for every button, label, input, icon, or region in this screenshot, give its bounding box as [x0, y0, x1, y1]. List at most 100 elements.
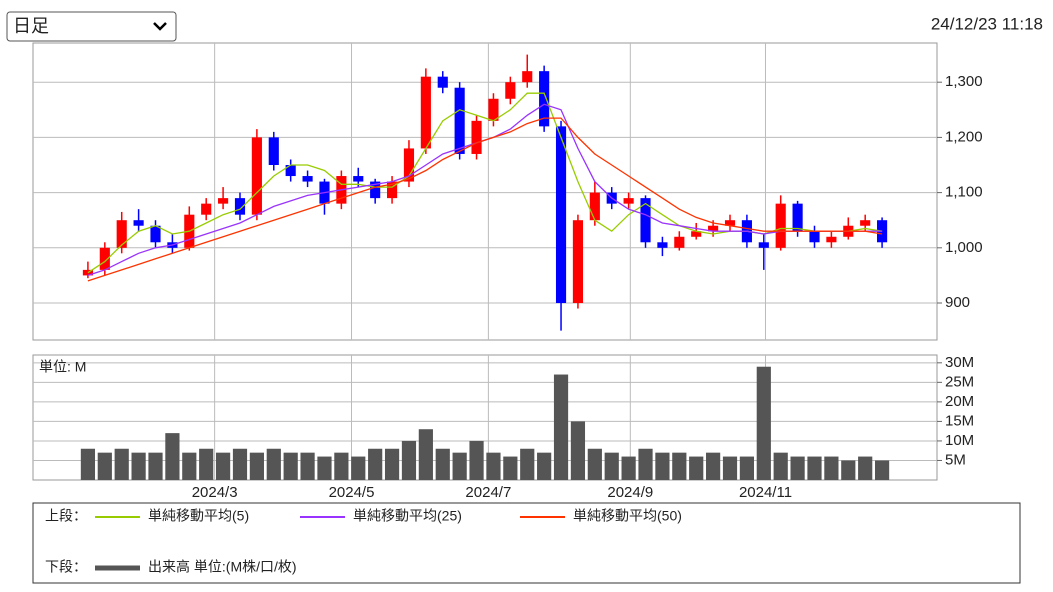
candle-body	[623, 198, 634, 204]
candle-body	[454, 87, 465, 154]
candle-body	[201, 203, 212, 215]
x-tick-label: 2024/9	[607, 484, 653, 501]
y-tick-label: 20M	[945, 393, 974, 410]
candle-body	[268, 137, 279, 166]
y-tick-label: 5M	[945, 451, 966, 468]
candle-body	[657, 242, 668, 248]
legend-lower-label: 下段：	[45, 559, 87, 575]
select-arrow[interactable]	[153, 22, 167, 31]
select-box[interactable]	[6, 11, 177, 42]
x-tick-label: 2024/7	[465, 484, 511, 501]
candle-body	[809, 231, 820, 243]
volume-bar	[351, 456, 366, 480]
volume-bar	[638, 448, 653, 480]
volume-bar	[824, 456, 839, 480]
y-tick-label: 1,000	[945, 239, 983, 256]
candle-body	[370, 181, 381, 199]
candle-body	[539, 71, 550, 127]
volume-bar	[249, 452, 264, 480]
volume-bar	[773, 452, 788, 480]
volume-bar	[334, 452, 349, 480]
volume-bar	[520, 448, 535, 480]
unit-label: 単位: M	[39, 359, 86, 375]
candle-body	[555, 126, 567, 304]
volume-bar	[131, 452, 146, 480]
candle-body	[691, 231, 702, 237]
y-tick-label: 900	[945, 294, 970, 311]
volume-bar	[401, 440, 417, 480]
volume-bar	[384, 448, 400, 480]
candle-body	[572, 220, 584, 304]
candle-body	[386, 181, 398, 199]
y-tick-label: 10M	[945, 432, 974, 449]
volume-bar	[858, 456, 873, 480]
volume-bar	[486, 452, 501, 480]
y-tick-label: 25M	[945, 373, 974, 390]
candle-body	[775, 203, 786, 248]
candle-body	[285, 165, 296, 177]
volume-bar	[97, 452, 112, 480]
candle-body	[826, 236, 837, 243]
volume-bar	[689, 456, 704, 480]
volume-bar	[503, 456, 518, 480]
candle-body	[99, 247, 110, 270]
volume-bar	[452, 452, 467, 480]
volume-bar	[266, 448, 281, 480]
volume-bar	[148, 452, 163, 480]
legend-upper-label: 上段：	[45, 508, 87, 524]
y-tick-label: 15M	[945, 412, 974, 429]
candle-body	[251, 137, 262, 215]
volume-bar	[841, 460, 856, 480]
volume-bar	[283, 452, 298, 480]
y-tick-label: 1,200	[945, 128, 983, 145]
period-select[interactable]: 日足	[6, 11, 177, 42]
candle-body	[437, 76, 448, 88]
candle-body	[471, 120, 482, 154]
candle-body	[420, 76, 431, 149]
volume-bar	[739, 456, 755, 480]
volume-bar	[672, 452, 687, 480]
volume-bar	[655, 452, 670, 480]
volume-bar	[317, 456, 332, 480]
volume-bar	[807, 456, 822, 480]
volume-bar	[469, 440, 484, 480]
candle-body	[234, 198, 246, 215]
volume-bar	[114, 448, 129, 480]
volume-bar	[418, 429, 433, 480]
candle-body	[133, 220, 144, 226]
select-text[interactable]: 日足	[13, 16, 49, 36]
candle-body	[302, 176, 313, 182]
y-tick-label: 30M	[945, 354, 974, 371]
candle-body	[640, 198, 651, 243]
volume-bar	[165, 433, 180, 480]
volume-bar	[215, 452, 231, 480]
candle-body	[488, 98, 499, 121]
plot-area	[32, 42, 938, 341]
candle-body	[353, 176, 364, 182]
volume-bar	[570, 421, 586, 480]
y-tick-label: 1,300	[945, 73, 983, 90]
volume-bar	[537, 452, 552, 480]
candle-body	[674, 236, 685, 248]
legend-label: 単純移動平均(5)	[148, 508, 249, 524]
volume-bar	[182, 452, 197, 480]
x-tick-label: 2024/3	[192, 484, 238, 501]
candle-body	[150, 225, 161, 243]
x-tick-label: 2024/11	[739, 484, 792, 501]
candle-body	[589, 192, 600, 221]
volume-bar	[553, 374, 569, 480]
volume-bar	[706, 452, 721, 480]
volume-bar	[756, 366, 771, 480]
candle-body	[724, 220, 736, 226]
candle-body	[403, 148, 415, 182]
volume-bar	[368, 448, 383, 480]
x-tick-label: 2024/5	[329, 484, 375, 501]
volume-bar	[232, 448, 248, 480]
volume-bar	[621, 456, 636, 480]
volume-bar	[435, 448, 450, 480]
candle-body	[116, 220, 127, 248]
candle-body	[860, 220, 871, 226]
candle-body	[792, 203, 803, 232]
